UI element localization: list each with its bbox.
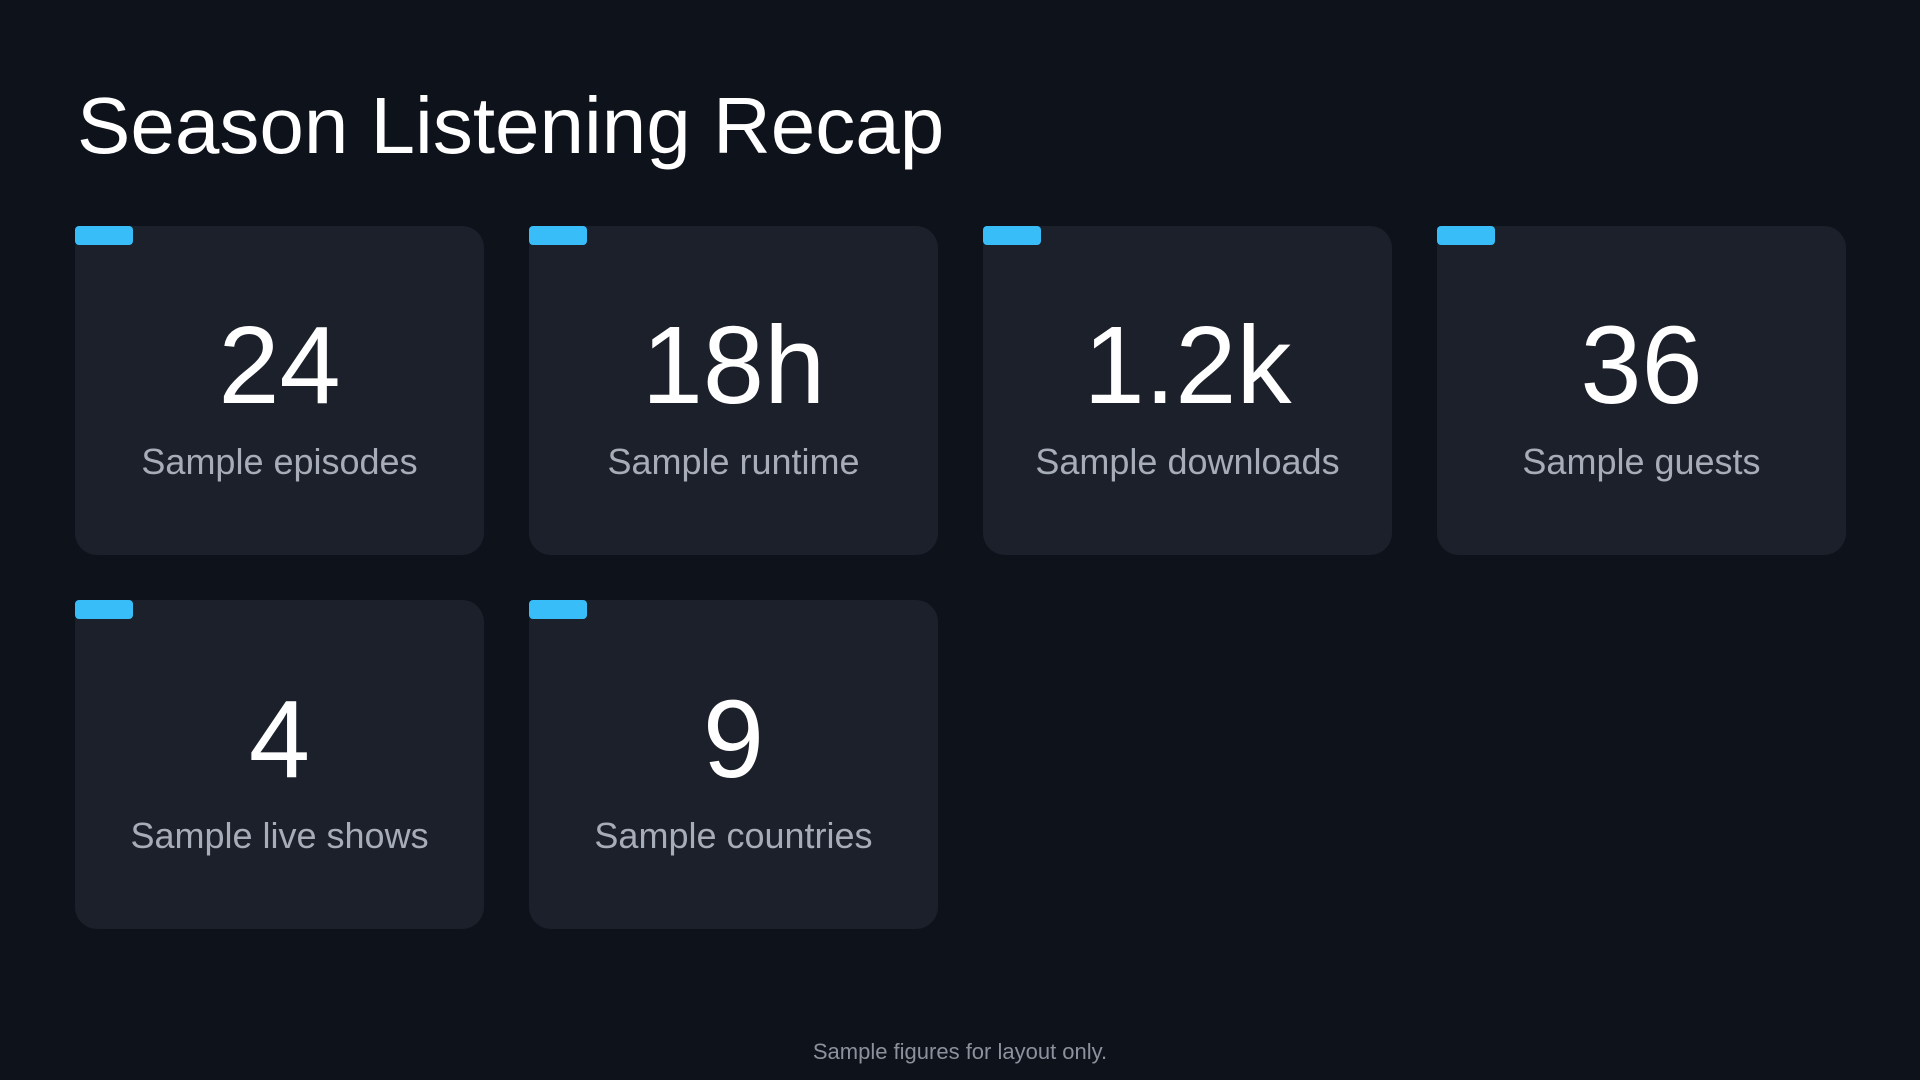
stat-value: 4 [248,678,311,801]
stat-label: Sample guests [1522,441,1761,482]
stat-label: Sample downloads [1035,441,1340,482]
stat-label: Sample live shows [130,815,429,856]
stat-card-downloads: 1.2k Sample downloads [983,226,1392,555]
card-accent-tab [529,600,587,619]
page-title: Season Listening Recap [77,81,945,170]
stat-card-runtime: 18h Sample runtime [529,226,938,555]
stat-label: Sample runtime [607,441,860,482]
stat-value: 36 [1580,304,1703,427]
stat-card-live-shows: 4 Sample live shows [75,600,484,929]
footnote: Sample figures for layout only. [812,1039,1108,1064]
stat-value: 1.2k [1083,304,1292,427]
card-accent-tab [75,226,133,245]
stat-card-countries: 9 Sample countries [529,600,938,929]
card-accent-tab [983,226,1041,245]
stats-grid: 24 Sample episodes 18h Sample runtime 1.… [75,226,1846,929]
stat-card-guests: 36 Sample guests [1437,226,1846,555]
stat-value: 18h [641,304,826,427]
stat-label: Sample episodes [141,441,418,482]
card-accent-tab [75,600,133,619]
card-accent-tab [1437,226,1495,245]
stat-value: 9 [702,678,765,801]
stat-label: Sample countries [594,815,873,856]
card-accent-tab [529,226,587,245]
stat-card-episodes: 24 Sample episodes [75,226,484,555]
stat-value: 24 [218,304,341,427]
